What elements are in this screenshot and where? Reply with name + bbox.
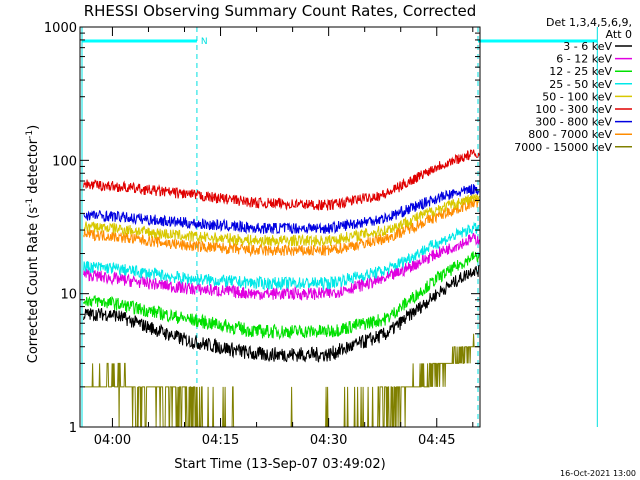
x-axis-label: Start Time (13-Sep-07 03:49:02) — [174, 457, 385, 472]
legend-entry-label: 800 - 7000 keV — [528, 128, 612, 141]
series-line — [83, 184, 480, 235]
series-line — [83, 193, 480, 248]
legend-entry-label: 25 - 50 keV — [549, 78, 612, 91]
plot-frame — [79, 26, 481, 428]
series-line — [83, 197, 480, 258]
y-axis-label: Corrected Count Rate (s-1 detector-1) — [25, 125, 41, 363]
x-tick-label: 04:15 — [202, 433, 239, 448]
y-tick-label: 1 — [69, 421, 77, 436]
legend-entry-label: 50 - 100 keV — [542, 90, 612, 103]
series-lines — [83, 149, 480, 428]
series-line — [83, 149, 480, 211]
axes: 1 10 100 1000 04:00 04:15 04:30 04:45 — [44, 21, 481, 448]
chart-title: RHESSI Observing Summary Count Rates, Co… — [84, 2, 477, 20]
legend-header-attenuator: Att 0 — [606, 28, 632, 41]
series-line — [83, 232, 480, 301]
series-line — [83, 221, 480, 291]
legend-entry-label: 12 - 25 keV — [549, 65, 612, 78]
y-tick-label: 100 — [52, 154, 77, 169]
x-tick-label: 04:45 — [418, 433, 455, 448]
series-line — [83, 333, 480, 428]
legend-entry-label: 3 - 6 keV — [563, 40, 612, 53]
x-tick-label: 04:00 — [94, 433, 131, 448]
legend-entry-label: 100 - 300 keV — [535, 103, 612, 116]
night-marker: N — [201, 37, 208, 47]
series-line — [83, 265, 480, 363]
y-tick-label: 1000 — [44, 21, 77, 36]
legend-header-detectors: Det 1,3,4,5,6,9, — [546, 16, 632, 29]
footer-timestamp: 16-Oct-2021 13:00 — [560, 469, 636, 478]
x-tick-label: 04:30 — [310, 433, 347, 448]
legend-entry-label: 7000 - 15000 keV — [514, 141, 612, 154]
legend-entry-label: 6 - 12 keV — [556, 53, 612, 66]
legend-entry-label: 300 - 800 keV — [535, 116, 612, 129]
series-line — [83, 251, 480, 341]
night-indicators: N — [81, 27, 598, 427]
y-tick-label: 10 — [60, 288, 77, 303]
